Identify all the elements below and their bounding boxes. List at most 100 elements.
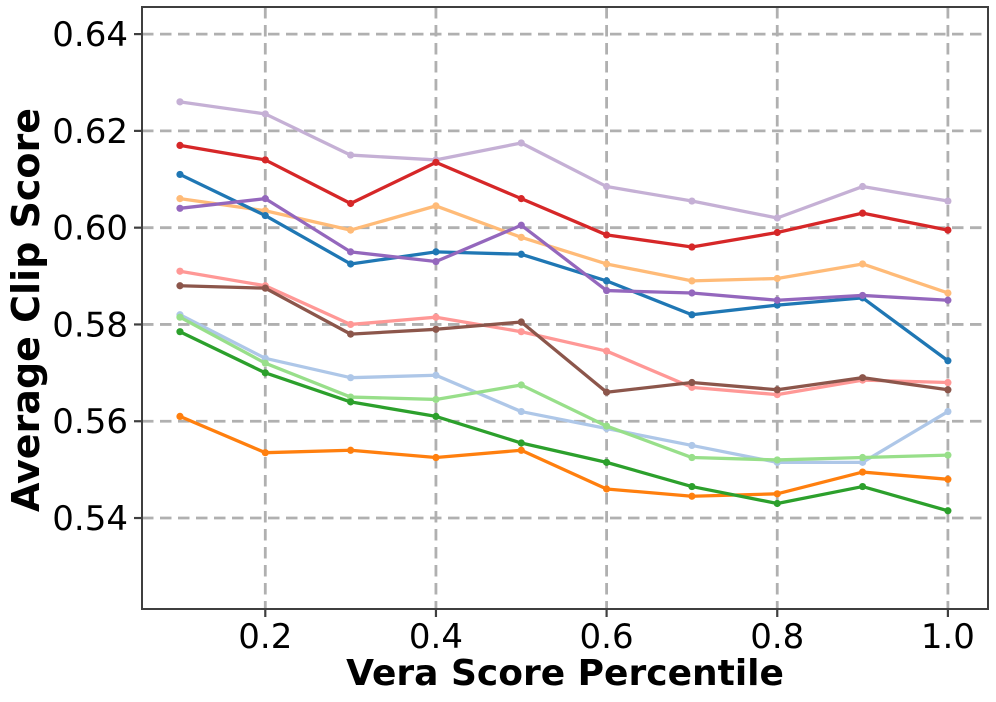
series-red	[176, 141, 952, 251]
series-blue-point	[602, 277, 611, 285]
series-orange-point	[432, 453, 440, 462]
series-light-green-point	[432, 395, 440, 404]
series-light-orange	[176, 195, 952, 297]
series-light-orange-point	[432, 202, 440, 210]
series-pink-point	[517, 328, 525, 336]
series-brown	[176, 282, 952, 396]
series-light-orange-point	[602, 260, 611, 268]
series-red-point	[688, 243, 696, 251]
series-green-point	[261, 369, 269, 377]
series-green	[176, 328, 952, 515]
series-light-orange-point	[773, 274, 781, 283]
series-light-purple-point	[773, 214, 781, 222]
series-pink-point	[176, 267, 184, 275]
x-tick-label: 0.4	[409, 617, 463, 657]
series-purple-line	[178, 196, 950, 302]
y-tick-label: 0.58	[52, 305, 128, 345]
series-light-green-point	[688, 453, 696, 462]
series-brown-point	[944, 386, 952, 394]
series-purple-point	[517, 221, 525, 229]
x-tick-label: 0.2	[238, 617, 292, 657]
series-light-blue-line	[178, 313, 950, 465]
series-light-purple-point	[261, 110, 269, 118]
series-light-green-point	[602, 422, 611, 430]
series-light-green-point	[944, 451, 952, 459]
series-green-point	[773, 499, 781, 508]
series-brown-point	[858, 374, 867, 382]
series-pink-point	[347, 320, 355, 329]
series-orange-point	[944, 475, 952, 483]
series-light-purple-point	[347, 151, 355, 159]
y-tick-label: 0.54	[52, 499, 128, 539]
series-blue-line	[178, 172, 950, 363]
series-orange-line	[178, 414, 950, 498]
series-green-point	[944, 507, 952, 515]
series-green-point	[858, 482, 867, 491]
series-orange-point	[517, 446, 525, 454]
series-purple-point	[602, 286, 611, 295]
series-light-green-point	[773, 456, 781, 464]
series-orange-point	[261, 449, 269, 457]
series-blue-point	[517, 250, 525, 258]
series-light-green-point	[517, 381, 525, 389]
series-light-orange-point	[347, 226, 355, 234]
series-pink-point	[944, 378, 952, 387]
series-blue-point	[688, 311, 696, 319]
series-brown-point	[261, 284, 269, 292]
series-light-green-line	[178, 315, 950, 462]
series-purple-point	[773, 296, 781, 304]
tick-labels: 0.2 0.4 0.6 0.8 1.0 0.54 0.56 0.58 0.60 0.62 0.64	[52, 15, 975, 657]
y-tick-label: 0.62	[52, 112, 128, 152]
series-purple-point	[261, 195, 269, 203]
x-tick-label: 0.8	[750, 617, 804, 657]
series-light-green-point	[261, 359, 269, 367]
series-light-purple-point	[688, 197, 696, 205]
plot-area	[142, 7, 988, 609]
series-red-point	[176, 141, 184, 150]
series-light-green-point	[858, 453, 867, 462]
series-blue-point	[176, 170, 184, 179]
series-orange-point	[773, 490, 781, 498]
series-red-point	[858, 209, 867, 217]
series-brown-point	[602, 388, 611, 396]
series-light-green-point	[176, 313, 184, 321]
series-light-blue-point	[517, 407, 525, 416]
series-purple-point	[432, 257, 440, 266]
series-blue-point	[261, 211, 269, 220]
series-green-point	[347, 398, 355, 406]
plot-border	[141, 6, 989, 610]
series-light-orange-point	[944, 289, 952, 297]
series-orange-point	[688, 492, 696, 500]
series-light-orange-point	[858, 260, 867, 268]
series-purple	[176, 195, 952, 304]
series-pink-line	[178, 269, 950, 397]
series-orange-point	[176, 412, 184, 420]
series-brown-point	[432, 325, 440, 333]
x-tick-label: 1.0	[921, 617, 975, 657]
series-green-point	[432, 412, 440, 420]
series-brown-point	[688, 378, 696, 387]
series-blue-point	[347, 260, 355, 268]
y-axis-title: Average Clip Score	[4, 107, 48, 513]
series-orange-point	[347, 446, 355, 454]
series-light-purple-point	[517, 139, 525, 147]
series-purple-point	[858, 291, 867, 300]
x-axis-title: Vera Score Percentile	[346, 653, 784, 694]
series-brown-point	[517, 318, 525, 326]
series-blue-point	[944, 357, 952, 365]
series-light-green	[176, 313, 952, 464]
series-green-point	[517, 439, 525, 447]
series-light-purple-point	[176, 98, 184, 106]
series-brown-point	[176, 282, 184, 290]
series-red-point	[517, 195, 525, 203]
series-red-point	[602, 231, 611, 239]
series-green-point	[176, 328, 184, 336]
series-red-point	[347, 199, 355, 208]
series-brown-point	[773, 386, 781, 394]
series-red-point	[261, 156, 269, 164]
series-light-orange-line	[178, 196, 950, 295]
series-red-line	[178, 143, 950, 249]
series-light-blue-point	[944, 407, 952, 416]
